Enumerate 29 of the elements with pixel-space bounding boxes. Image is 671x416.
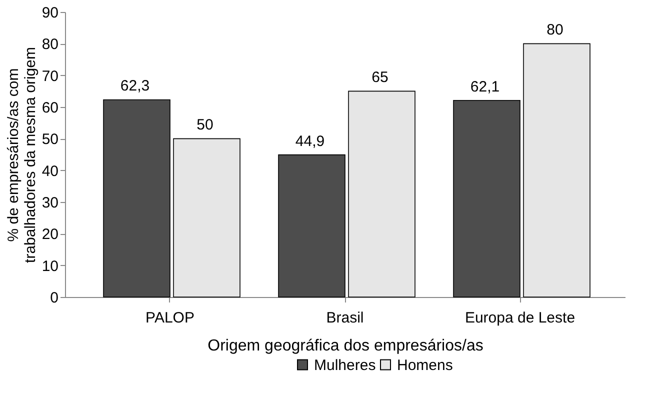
bar bbox=[173, 138, 240, 298]
data-label: 80 bbox=[546, 22, 564, 39]
y-tick-label: 40 bbox=[42, 162, 58, 180]
y-tick-label: 80 bbox=[42, 36, 58, 54]
bar bbox=[453, 100, 520, 298]
y-tick-label: 0 bbox=[50, 290, 58, 306]
bar bbox=[278, 154, 346, 298]
data-label: 62,1 bbox=[470, 78, 500, 96]
x-tick-label: Brasil bbox=[326, 310, 364, 326]
y-tick-label: 10 bbox=[42, 258, 58, 275]
legend-label: Mulheres bbox=[314, 356, 376, 374]
x-axis-title: Origem geográfica dos empresários/as bbox=[208, 338, 484, 354]
x-tick-label: Europa de Leste bbox=[464, 310, 576, 326]
data-label: 62,3 bbox=[120, 78, 150, 95]
y-tick-label: 30 bbox=[42, 194, 58, 212]
y-tick-label: 50 bbox=[42, 131, 58, 148]
bar bbox=[348, 90, 416, 298]
bar bbox=[103, 99, 170, 298]
data-label: 50 bbox=[196, 116, 214, 134]
data-label: 44,9 bbox=[295, 132, 325, 150]
y-axis-title: % de empresários/as com trabalhadores da mesma origem bbox=[4, 47, 39, 263]
y-tick-label: 60 bbox=[42, 100, 58, 116]
y-tick-label: 70 bbox=[42, 68, 58, 85]
legend-label: Homens bbox=[397, 356, 453, 374]
data-label: 65 bbox=[372, 69, 388, 86]
bar bbox=[523, 43, 590, 298]
x-tick-label: PALOP bbox=[146, 310, 194, 326]
y-tick-label: 90 bbox=[42, 4, 58, 22]
y-tick-label: 20 bbox=[42, 226, 58, 244]
